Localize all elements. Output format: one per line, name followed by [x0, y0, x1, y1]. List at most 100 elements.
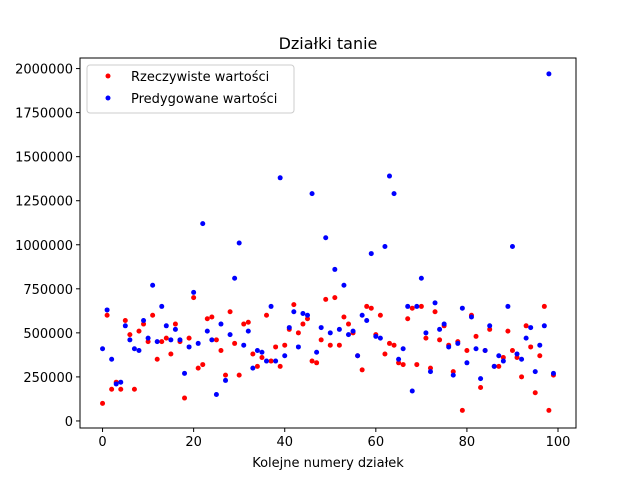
actual-point: [118, 386, 124, 392]
predicted-point: [496, 353, 502, 359]
predicted-point: [268, 303, 274, 309]
actual-point: [487, 326, 493, 332]
predicted-point: [332, 266, 338, 272]
actual-point: [314, 360, 320, 366]
actual-point: [537, 353, 543, 359]
actual-point: [250, 351, 256, 357]
predicted-point: [323, 235, 329, 241]
predicted-point: [282, 353, 288, 359]
predicted-point: [118, 379, 124, 385]
predicted-point: [264, 358, 270, 364]
actual-point: [305, 316, 311, 322]
predicted-point: [131, 346, 137, 352]
actual-point: [418, 303, 424, 309]
actual-point: [345, 321, 351, 327]
actual-point: [136, 328, 142, 334]
predicted-point: [473, 346, 479, 352]
actual-point: [282, 342, 288, 348]
actual-point: [414, 362, 420, 368]
y-tick-label: 1500000: [15, 151, 73, 166]
actual-point: [519, 374, 525, 380]
legend-marker-predicted: [105, 95, 111, 101]
predicted-point: [382, 244, 388, 250]
y-tick-label: 250000: [23, 371, 73, 386]
predicted-point: [509, 244, 515, 250]
predicted-point: [232, 275, 238, 281]
y-tick-label: 750000: [23, 283, 73, 298]
predicted-point: [241, 342, 247, 348]
actual-point: [437, 337, 443, 343]
predicted-point: [223, 377, 229, 383]
actual-point: [200, 362, 206, 368]
actual-point: [332, 295, 338, 301]
actual-point: [182, 395, 188, 401]
actual-point: [277, 363, 283, 369]
actual-point: [546, 407, 552, 413]
predicted-point: [355, 353, 361, 359]
actual-point: [104, 312, 110, 318]
predicted-point: [195, 340, 201, 346]
predicted-point: [204, 328, 210, 334]
actual-point: [528, 344, 534, 350]
predicted-point: [487, 323, 493, 329]
predicted-point: [291, 309, 297, 315]
actual-point: [109, 386, 115, 392]
predicted-point: [550, 370, 556, 376]
actual-point: [236, 372, 242, 378]
actual-point: [541, 303, 547, 309]
predicted-point: [400, 346, 406, 352]
predicted-point: [172, 326, 178, 332]
actual-point: [400, 362, 406, 368]
actual-point: [245, 319, 251, 325]
predicted-point: [113, 381, 119, 387]
actual-point: [172, 321, 178, 327]
actual-point: [341, 314, 347, 320]
actual-point: [327, 342, 333, 348]
actual-point: [131, 386, 137, 392]
chart-title: Działki tanie: [279, 34, 378, 53]
predicted-point: [150, 282, 156, 288]
actual-point: [532, 390, 538, 396]
actual-point: [364, 303, 370, 309]
predicted-point: [136, 347, 142, 353]
predicted-point: [519, 356, 525, 362]
predicted-point: [318, 325, 324, 331]
actual-point: [309, 358, 315, 364]
actual-point: [382, 351, 388, 357]
actual-point: [377, 312, 383, 318]
x-tick-label: 20: [185, 435, 202, 450]
actual-point: [359, 367, 365, 373]
actual-point: [409, 305, 415, 311]
actual-point: [464, 347, 470, 353]
predicted-point: [104, 307, 110, 313]
actual-point: [191, 295, 197, 301]
predicted-point: [364, 318, 370, 324]
x-tick-label: 60: [368, 435, 385, 450]
legend-label-actual: Rzeczywiste wartości: [131, 70, 269, 85]
actual-point: [218, 347, 224, 353]
predicted-point: [368, 251, 374, 257]
predicted-point: [245, 328, 251, 334]
actual-point: [122, 318, 128, 324]
predicted-point: [309, 191, 315, 197]
predicted-point: [145, 335, 151, 341]
y-tick-label: 0: [65, 415, 73, 430]
series-1: [100, 71, 556, 398]
actual-point: [232, 340, 238, 346]
y-tick-label: 500000: [23, 327, 73, 342]
actual-point: [300, 321, 306, 327]
predicted-point: [186, 344, 192, 350]
predicted-point: [182, 370, 188, 376]
actual-point: [473, 333, 479, 339]
legend-label-predicted: Predygowane wartości: [131, 92, 277, 107]
x-tick-label: 80: [459, 435, 476, 450]
predicted-point: [523, 335, 529, 341]
y-tick-label: 2000000: [15, 63, 73, 78]
y-tick-label: 1000000: [15, 239, 73, 254]
predicted-point: [386, 173, 392, 179]
predicted-point: [218, 321, 224, 327]
actual-point: [268, 358, 274, 364]
actual-point: [186, 335, 192, 341]
predicted-point: [418, 275, 424, 281]
